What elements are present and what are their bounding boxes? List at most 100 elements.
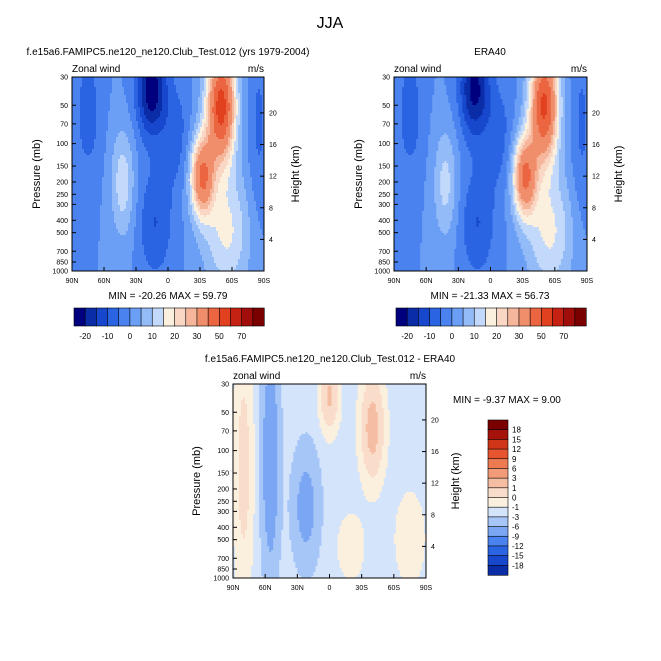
heatmap-cell — [144, 143, 183, 146]
heatmap-cell — [142, 223, 155, 226]
heatmap-cell — [558, 151, 566, 154]
heatmap-cell — [200, 173, 209, 176]
heatmap-cell — [434, 185, 441, 188]
heatmap-cell — [416, 85, 435, 88]
heatmap-cell — [108, 129, 135, 132]
heatmap-cell — [182, 135, 189, 138]
heatmap-cell — [490, 97, 501, 100]
heatmap-cell — [436, 161, 445, 164]
heatmap-cell — [516, 193, 520, 196]
heatmap-cell — [116, 173, 129, 176]
heatmap-cell — [212, 175, 217, 178]
heatmap-cell — [238, 261, 249, 264]
heatmap-cell — [538, 195, 550, 198]
heatmap-cell — [246, 199, 255, 202]
heatmap-cell — [92, 151, 107, 154]
heatmap-cell — [402, 129, 419, 132]
heatmap-cell — [196, 139, 201, 142]
heatmap-cell — [224, 245, 231, 248]
heatmap-cell — [394, 137, 403, 140]
heatmap-cell — [226, 153, 231, 156]
heatmap-cell — [146, 129, 163, 132]
heatmap-cell — [560, 95, 566, 98]
heatmap-cell — [106, 151, 115, 154]
heatmap-cell — [520, 127, 526, 130]
heatmap-cell — [504, 203, 512, 206]
heatmap-cell — [248, 215, 259, 218]
heatmap-cell — [420, 247, 457, 250]
heatmap-cell — [196, 187, 203, 190]
heatmap-cell — [488, 83, 497, 86]
heatmap-cell — [534, 87, 540, 90]
heatmap-cell — [150, 165, 179, 168]
heatmap-cell — [132, 151, 139, 154]
heatmap-cell — [570, 259, 587, 262]
heatmap-cell — [552, 167, 560, 170]
heatmap-cell — [232, 109, 235, 112]
heatmap-cell — [190, 161, 193, 164]
heatmap-cell — [148, 103, 157, 106]
heatmap-cell — [242, 169, 251, 172]
heatmap-cell — [522, 181, 530, 184]
heatmap-cell — [512, 141, 518, 144]
heatmap-cell — [440, 173, 451, 176]
heatmap-cell — [128, 185, 135, 188]
heatmap-cell — [80, 113, 97, 116]
heatmap-cell — [200, 139, 205, 142]
heatmap-cell — [200, 183, 207, 186]
heatmap-cell — [522, 117, 528, 120]
heatmap-cell — [108, 117, 131, 120]
heatmap-cell — [582, 227, 587, 230]
heatmap-cell — [82, 77, 95, 80]
heatmap-cell — [132, 253, 145, 256]
heatmap-cell — [522, 87, 528, 90]
heatmap-cell — [194, 231, 201, 234]
heatmap-cell — [236, 105, 239, 108]
heatmap-cell — [488, 251, 507, 254]
heatmap-cell — [248, 133, 257, 136]
heatmap-cell — [341, 416, 357, 419]
heatmap-cell — [218, 91, 225, 94]
heatmap-cell — [248, 155, 264, 158]
heatmap-cell — [566, 181, 576, 184]
heatmap-cell — [256, 105, 263, 108]
heatmap-cell — [230, 81, 233, 84]
heatmap-cell — [516, 187, 520, 190]
heatmap-cell — [460, 195, 467, 198]
heatmap-cell — [204, 89, 207, 92]
heatmap-cell — [428, 143, 439, 146]
heatmap-cell — [112, 185, 117, 188]
heatmap-cell — [365, 426, 379, 429]
heatmap-cell — [460, 167, 473, 170]
heatmap-cell — [516, 183, 520, 186]
heatmap-cell — [240, 107, 243, 110]
heatmap-cell — [118, 167, 129, 170]
heatmap-cell — [132, 167, 139, 170]
heatmap-cell — [526, 235, 542, 238]
heatmap-cell — [518, 151, 522, 154]
heatmap-cell — [556, 147, 562, 150]
heatmap-cell — [482, 111, 491, 114]
heatmap-cell — [418, 115, 431, 118]
heatmap-cell — [259, 412, 266, 415]
heatmap-cell — [256, 129, 263, 132]
heatmap-cell — [236, 123, 241, 126]
heatmap-cell — [371, 402, 375, 405]
heatmap-cell — [200, 165, 207, 168]
heatmap-cell — [470, 93, 481, 96]
heatmap-cell — [196, 241, 209, 244]
heatmap-cell — [226, 131, 231, 134]
heatmap-cell — [472, 165, 501, 168]
heatmap-cell — [482, 265, 507, 268]
heatmap-cell — [516, 169, 520, 172]
heatmap-cell — [480, 91, 485, 94]
heatmap-cell — [263, 434, 278, 437]
heatmap-cell — [232, 217, 243, 220]
heatmap-cell — [138, 153, 149, 156]
heatmap-cell — [168, 87, 177, 90]
heatmap-cell — [514, 157, 518, 160]
heatmap-cell — [327, 404, 332, 407]
heatmap-cell — [363, 394, 383, 397]
heatmap-cell — [516, 153, 522, 156]
heatmap-cell — [142, 77, 147, 80]
